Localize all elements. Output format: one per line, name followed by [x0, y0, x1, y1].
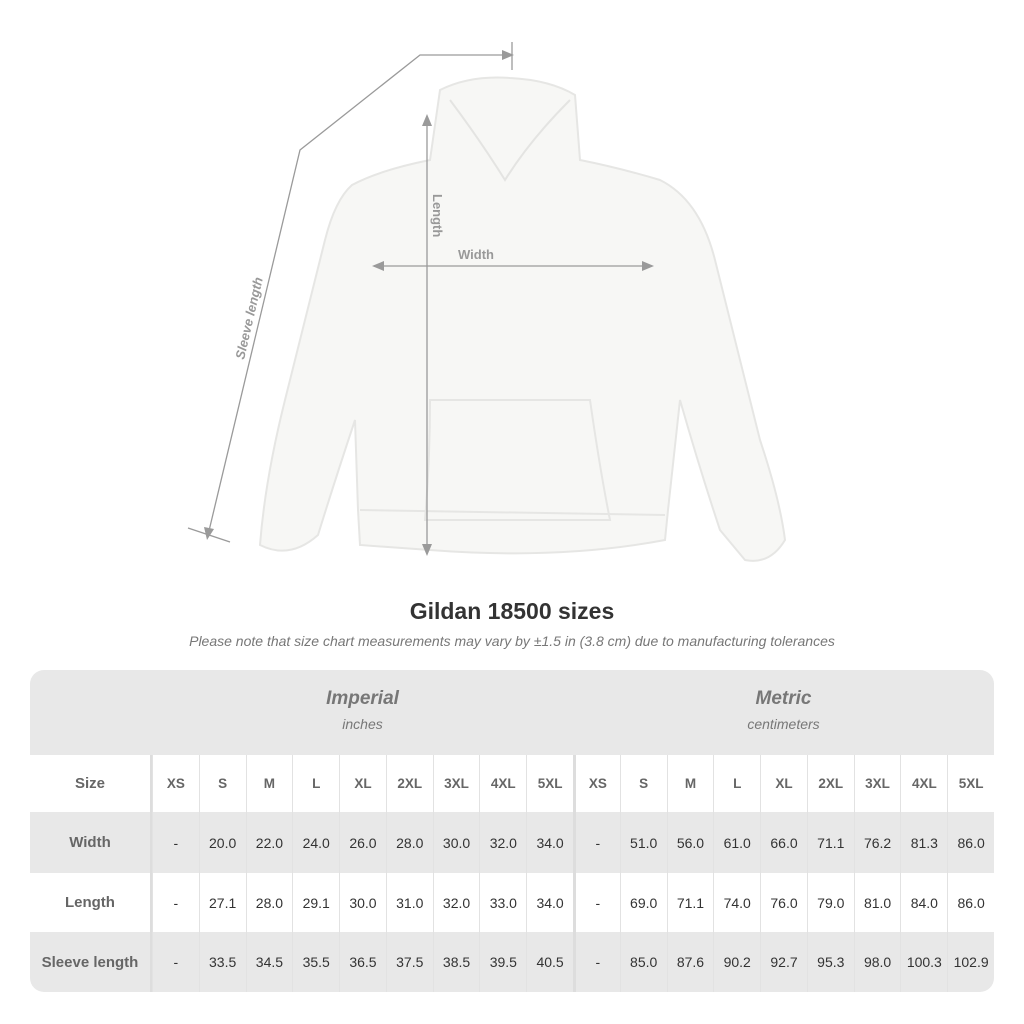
imperial-value: - — [151, 873, 199, 932]
imperial-value: 34.0 — [526, 873, 573, 932]
metric-value: 90.2 — [713, 932, 760, 992]
size-header-metric: XL — [760, 755, 807, 812]
imperial-value: 29.1 — [292, 873, 339, 932]
imperial-value: 22.0 — [245, 812, 293, 873]
imperial-value: 40.5 — [526, 932, 573, 992]
imperial-value: - — [151, 932, 199, 992]
imperial-value: 28.0 — [245, 873, 293, 932]
sleeve-measure-line — [207, 54, 510, 536]
size-header-metric: 2XL — [806, 755, 854, 812]
metric-value: - — [572, 812, 620, 873]
size-header-imperial: 5XL — [526, 755, 573, 812]
sleeve-length-label: Sleeve length — [232, 276, 265, 361]
row-label: Length — [30, 873, 152, 932]
imperial-value: - — [151, 812, 199, 873]
metric-heading: Metric — [755, 688, 812, 709]
imperial-value: 38.5 — [432, 932, 480, 992]
metric-value: 102.9 — [947, 932, 994, 992]
size-header-imperial: L — [292, 755, 339, 812]
imperial-value: 31.0 — [385, 873, 433, 932]
imperial-value: 28.0 — [385, 812, 433, 873]
size-header-imperial: M — [245, 755, 293, 812]
size-header-row: Size XS S M L XL 2XL 3XL 4XL 5XL XS S M L XL 2XL 3XL 4XL 5… — [30, 755, 994, 812]
imperial-value: 24.0 — [292, 812, 339, 873]
metric-value: 66.0 — [760, 812, 807, 873]
size-header-metric: M — [666, 755, 714, 812]
size-label: Size — [30, 755, 152, 812]
size-header-metric: S — [619, 755, 667, 812]
imperial-value: 32.0 — [432, 873, 480, 932]
hoodie-image — [258, 76, 787, 562]
imperial-value: 30.0 — [339, 873, 386, 932]
imperial-value: 33.0 — [479, 873, 526, 932]
table-row: Length -27.1 28.0 29.1 30.0 31.0 32.0 33.0 34.0-… — [30, 873, 994, 932]
page-title: Gildan 18500 sizes — [409, 598, 615, 624]
metric-value: 61.0 — [713, 812, 760, 873]
metric-value: 86.0 — [947, 873, 994, 932]
metric-value: 76.2 — [853, 812, 901, 873]
metric-value: 85.0 — [619, 932, 667, 992]
size-header-imperial: 4XL — [479, 755, 526, 812]
imperial-header: Imperial inches — [152, 670, 573, 754]
metric-value: 100.3 — [900, 932, 947, 992]
table-row: Width -20.0 22.0 24.0 26.0 28.0 30.0 32.0 34.0-5… — [30, 812, 994, 873]
size-table: Imperial inches Metric centimeters Size X… — [30, 670, 994, 992]
size-header-metric: L — [713, 755, 760, 812]
metric-value: 79.0 — [806, 873, 854, 932]
size-header-metric: 4XL — [900, 755, 947, 812]
imperial-value: 34.5 — [245, 932, 293, 992]
metric-value: 51.0 — [619, 812, 667, 873]
metric-unit: centimeters — [747, 716, 820, 732]
imperial-value: 35.5 — [292, 932, 339, 992]
metric-value: 92.7 — [760, 932, 807, 992]
imperial-value: 20.0 — [198, 812, 246, 873]
length-label: Length — [430, 194, 445, 237]
metric-value: 86.0 — [947, 812, 994, 873]
size-header-imperial: XS — [151, 755, 199, 812]
metric-value: 69.0 — [619, 873, 667, 932]
metric-value: 56.0 — [666, 812, 714, 873]
imperial-heading: Imperial — [326, 688, 399, 709]
row-label: Sleeve length — [30, 932, 152, 992]
size-header-metric: 5XL — [947, 755, 994, 812]
imperial-value: 27.1 — [198, 873, 246, 932]
metric-value: 76.0 — [760, 873, 807, 932]
metric-value: 74.0 — [713, 873, 760, 932]
row-label: Width — [30, 812, 152, 873]
metric-value: 87.6 — [666, 932, 714, 992]
metric-header: Metric centimeters — [573, 670, 994, 754]
imperial-value: 37.5 — [385, 932, 433, 992]
imperial-value: 36.5 — [339, 932, 386, 992]
width-label: Width — [458, 247, 494, 262]
size-header-imperial: 2XL — [385, 755, 433, 812]
hoodie-illustration: Sleeve length Length Width — [187, 42, 787, 562]
imperial-value: 32.0 — [479, 812, 526, 873]
imperial-value: 30.0 — [432, 812, 480, 873]
metric-value: 71.1 — [806, 812, 854, 873]
imperial-unit: inches — [342, 716, 383, 732]
imperial-value: 26.0 — [339, 812, 386, 873]
metric-value: 71.1 — [666, 873, 714, 932]
size-header-imperial: 3XL — [432, 755, 480, 812]
metric-value: 81.0 — [853, 873, 901, 932]
metric-value: 84.0 — [900, 873, 947, 932]
size-header-imperial: XL — [339, 755, 386, 812]
metric-value: 81.3 — [900, 812, 947, 873]
metric-value: 95.3 — [806, 932, 854, 992]
size-header-imperial: S — [198, 755, 246, 812]
metric-value: 98.0 — [853, 932, 901, 992]
imperial-value: 34.0 — [526, 812, 573, 873]
metric-value: - — [572, 873, 620, 932]
imperial-value: 39.5 — [479, 932, 526, 992]
imperial-value: 33.5 — [198, 932, 246, 992]
table-row: Sleeve length -33.5 34.5 35.5 36.5 37.5 38.5 39… — [30, 932, 994, 992]
metric-value: - — [572, 932, 620, 992]
size-header-metric: 3XL — [853, 755, 901, 812]
tolerance-note: Please note that size chart measurements… — [189, 633, 835, 649]
size-header-metric: XS — [572, 755, 620, 812]
